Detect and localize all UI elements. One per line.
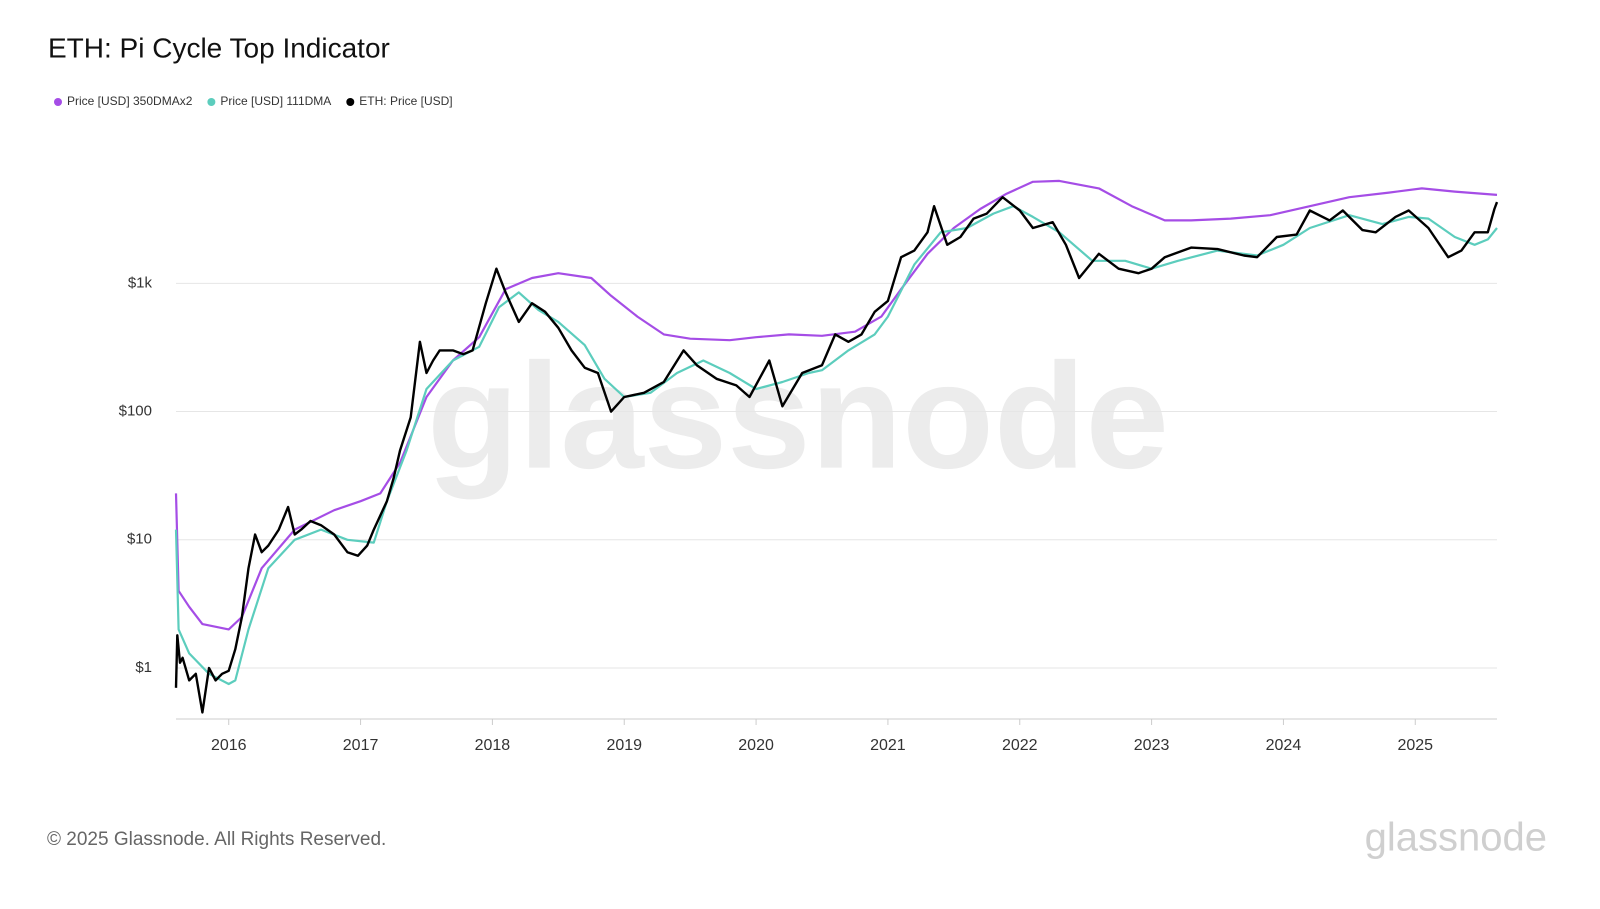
x-tick-label: 2018 <box>475 737 511 754</box>
x-tick-label: 2021 <box>870 737 906 754</box>
logo: glassnode <box>1365 816 1547 860</box>
x-tick-label: 2019 <box>606 737 642 754</box>
y-tick-label: $1k <box>128 274 153 291</box>
x-tick-label: 2020 <box>738 737 774 754</box>
series-line <box>174 196 1499 714</box>
legend-label: Price [USD] 111DMA <box>220 94 331 108</box>
y-tick-label: $1 <box>135 659 152 676</box>
x-tick-label: 2024 <box>1266 737 1302 754</box>
series-line <box>174 179 1498 631</box>
legend-label: ETH: Price [USD] <box>359 94 452 108</box>
x-tick-label: 2025 <box>1397 737 1433 754</box>
x-tick-label: 2017 <box>343 737 379 754</box>
legend-label: Price [USD] 350DMAx2 <box>67 94 193 108</box>
watermark: glassnode <box>427 332 1169 500</box>
x-tick-label: 2023 <box>1134 737 1170 754</box>
legend-swatch <box>54 98 62 106</box>
x-tick-label: 2022 <box>1002 737 1038 754</box>
legend-swatch <box>207 98 216 106</box>
x-tick-label: 2016 <box>211 737 247 754</box>
footer: © 2025 Glassnode. All Rights Reserved. <box>47 829 386 850</box>
chart-title: ETH: Pi Cycle Top Indicator <box>48 32 390 63</box>
y-tick-label: $100 <box>119 403 152 420</box>
legend-swatch <box>346 98 355 106</box>
y-tick-label: $10 <box>127 531 152 548</box>
